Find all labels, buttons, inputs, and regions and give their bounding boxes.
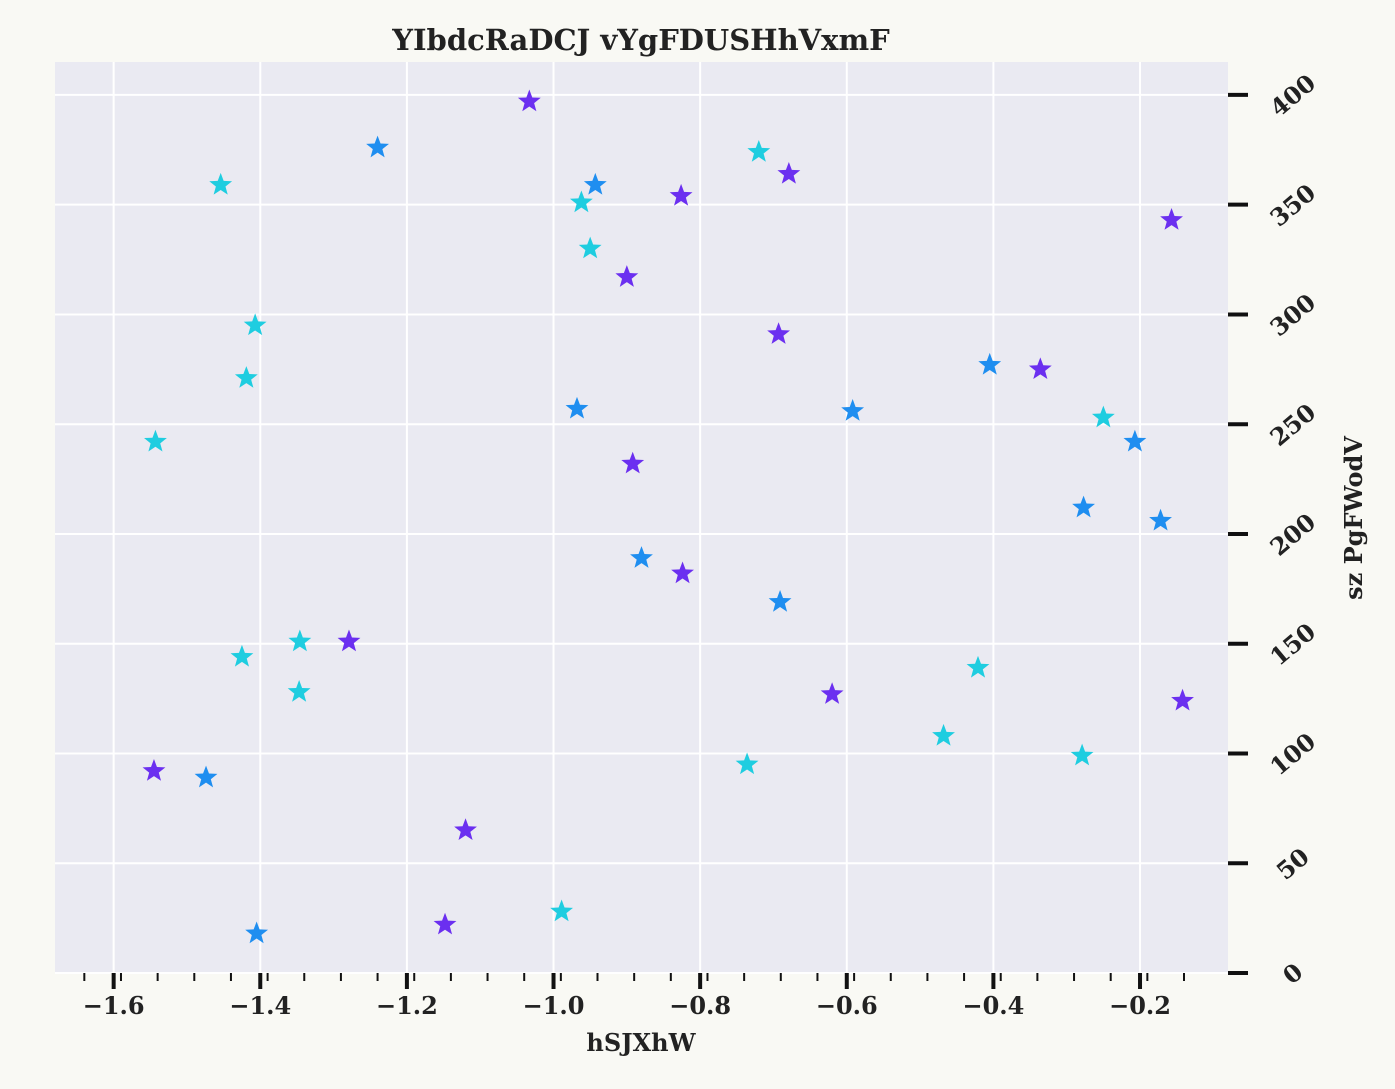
- data-point-star: [1028, 357, 1052, 380]
- data-point-star: [669, 183, 693, 206]
- y-tick-label: 250: [1264, 397, 1321, 451]
- data-point-star: [1149, 508, 1172, 531]
- data-point-star: [209, 172, 233, 195]
- data-point-star: [337, 629, 361, 652]
- data-point-star: [768, 590, 792, 612]
- x-axis-label: hSJXhW: [586, 1028, 696, 1057]
- data-point-star: [517, 89, 541, 112]
- data-point-star: [454, 818, 477, 841]
- data-point-star: [565, 396, 589, 419]
- data-point-star: [735, 752, 759, 775]
- data-point-star: [366, 135, 389, 158]
- data-point-star: [583, 172, 607, 195]
- x-tick-label: −0.8: [669, 991, 731, 1020]
- data-point-star: [245, 921, 269, 944]
- data-point-star: [671, 561, 694, 584]
- data-point-star: [243, 313, 267, 336]
- data-point-star: [1072, 495, 1095, 518]
- data-point-star: [767, 322, 791, 344]
- data-point-star: [1171, 688, 1194, 711]
- y-tick-label: 100: [1264, 727, 1321, 781]
- y-tick-label: 350: [1264, 178, 1321, 232]
- data-point-star: [615, 265, 639, 287]
- x-tick-label: −1.2: [376, 991, 438, 1020]
- data-point-star: [1123, 429, 1147, 452]
- plot-area: [55, 62, 1228, 973]
- data-point-star: [569, 190, 593, 213]
- data-point-star: [578, 236, 602, 259]
- x-tick-label: −1.0: [523, 991, 585, 1020]
- data-point-star: [820, 682, 844, 704]
- y-tick-label: 400: [1264, 68, 1321, 122]
- data-point-star: [234, 366, 258, 388]
- x-tick-label: −0.2: [1109, 991, 1171, 1020]
- data-point-star: [978, 352, 1002, 375]
- data-point-star: [433, 912, 457, 935]
- data-point-star: [841, 399, 865, 421]
- data-point-star: [550, 899, 573, 922]
- x-tick-label: −1.4: [229, 991, 291, 1020]
- y-tick-label: 200: [1264, 507, 1321, 561]
- chart-title: YIbdcRaDCJ vYgFDUSHhVxmF: [391, 23, 890, 57]
- y-tick-label: 300: [1264, 288, 1321, 342]
- data-point-star: [621, 451, 645, 474]
- data-point-star: [230, 644, 254, 667]
- x-tick-label: −0.6: [816, 991, 878, 1020]
- data-point-star: [287, 680, 311, 702]
- data-point-star: [630, 546, 653, 568]
- y-tick-label: 150: [1264, 617, 1321, 671]
- y-tick-label: 50: [1271, 842, 1315, 886]
- y-axis-label: sz PgFWodV: [1339, 436, 1368, 600]
- data-point-star: [1070, 743, 1094, 766]
- data-point-star: [194, 765, 218, 788]
- data-point-star: [142, 759, 166, 781]
- data-point-star: [747, 140, 771, 162]
- data-point-star: [777, 161, 801, 184]
- data-point-star: [966, 655, 990, 678]
- data-point-star: [288, 629, 312, 652]
- data-points: [142, 89, 1194, 944]
- x-tick-label: −1.6: [83, 991, 145, 1020]
- data-point-star: [932, 723, 955, 746]
- grid-lines: [55, 62, 1228, 974]
- data-point-star: [1091, 405, 1115, 428]
- x-tick-label: −0.4: [962, 991, 1024, 1020]
- data-point-star: [1160, 208, 1183, 230]
- data-point-star: [144, 429, 167, 452]
- y-tick-label: 0: [1277, 957, 1308, 990]
